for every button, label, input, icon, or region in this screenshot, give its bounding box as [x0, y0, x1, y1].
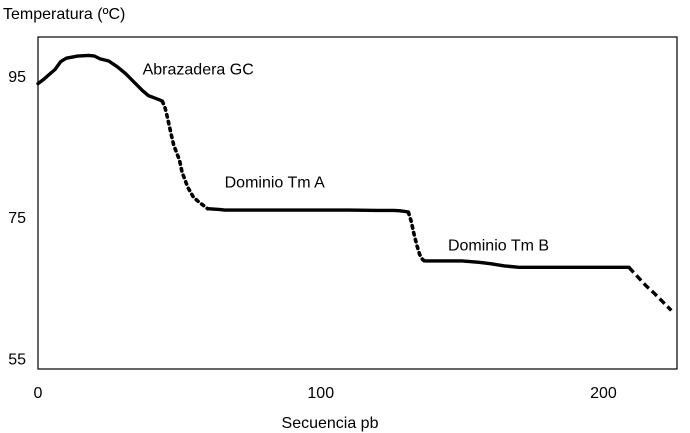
y-tick-label: 75 — [8, 210, 26, 227]
annotation-abrazadera-gc: Abrazadera GC — [143, 61, 254, 78]
y-axis-label: Temperatura (ºC) — [3, 6, 125, 23]
annotation-layer: Abrazadera GC Dominio Tm A Dominio Tm B — [143, 61, 549, 254]
melting-curve-segment-4-dotted — [406, 210, 428, 264]
melting-curve-segment-5-solid — [423, 259, 631, 269]
plot-area-frame — [37, 36, 678, 370]
melting-curve-segment-1-solid — [36, 53, 165, 103]
melting-curve-segment-3-solid — [205, 207, 411, 214]
x-tick-label: 100 — [307, 385, 334, 402]
x-tick-labels: 0 100 200 — [34, 385, 617, 402]
y-tick-labels: 55 75 95 — [8, 69, 26, 369]
y-tick-label: 55 — [8, 351, 26, 368]
melting-curve-segment-6-dashed — [627, 266, 673, 312]
annotation-dominio-tm-b: Dominio Tm B — [448, 237, 549, 254]
melting-curve-segment-2-dotted — [160, 99, 210, 211]
x-tick-label: 0 — [34, 385, 43, 402]
x-tick-label: 200 — [590, 385, 617, 402]
series-layer — [36, 53, 673, 312]
y-tick-label: 95 — [8, 69, 26, 86]
annotation-dominio-tm-a: Dominio Tm A — [225, 174, 326, 191]
x-axis-label: Secuencia pb — [282, 415, 379, 432]
